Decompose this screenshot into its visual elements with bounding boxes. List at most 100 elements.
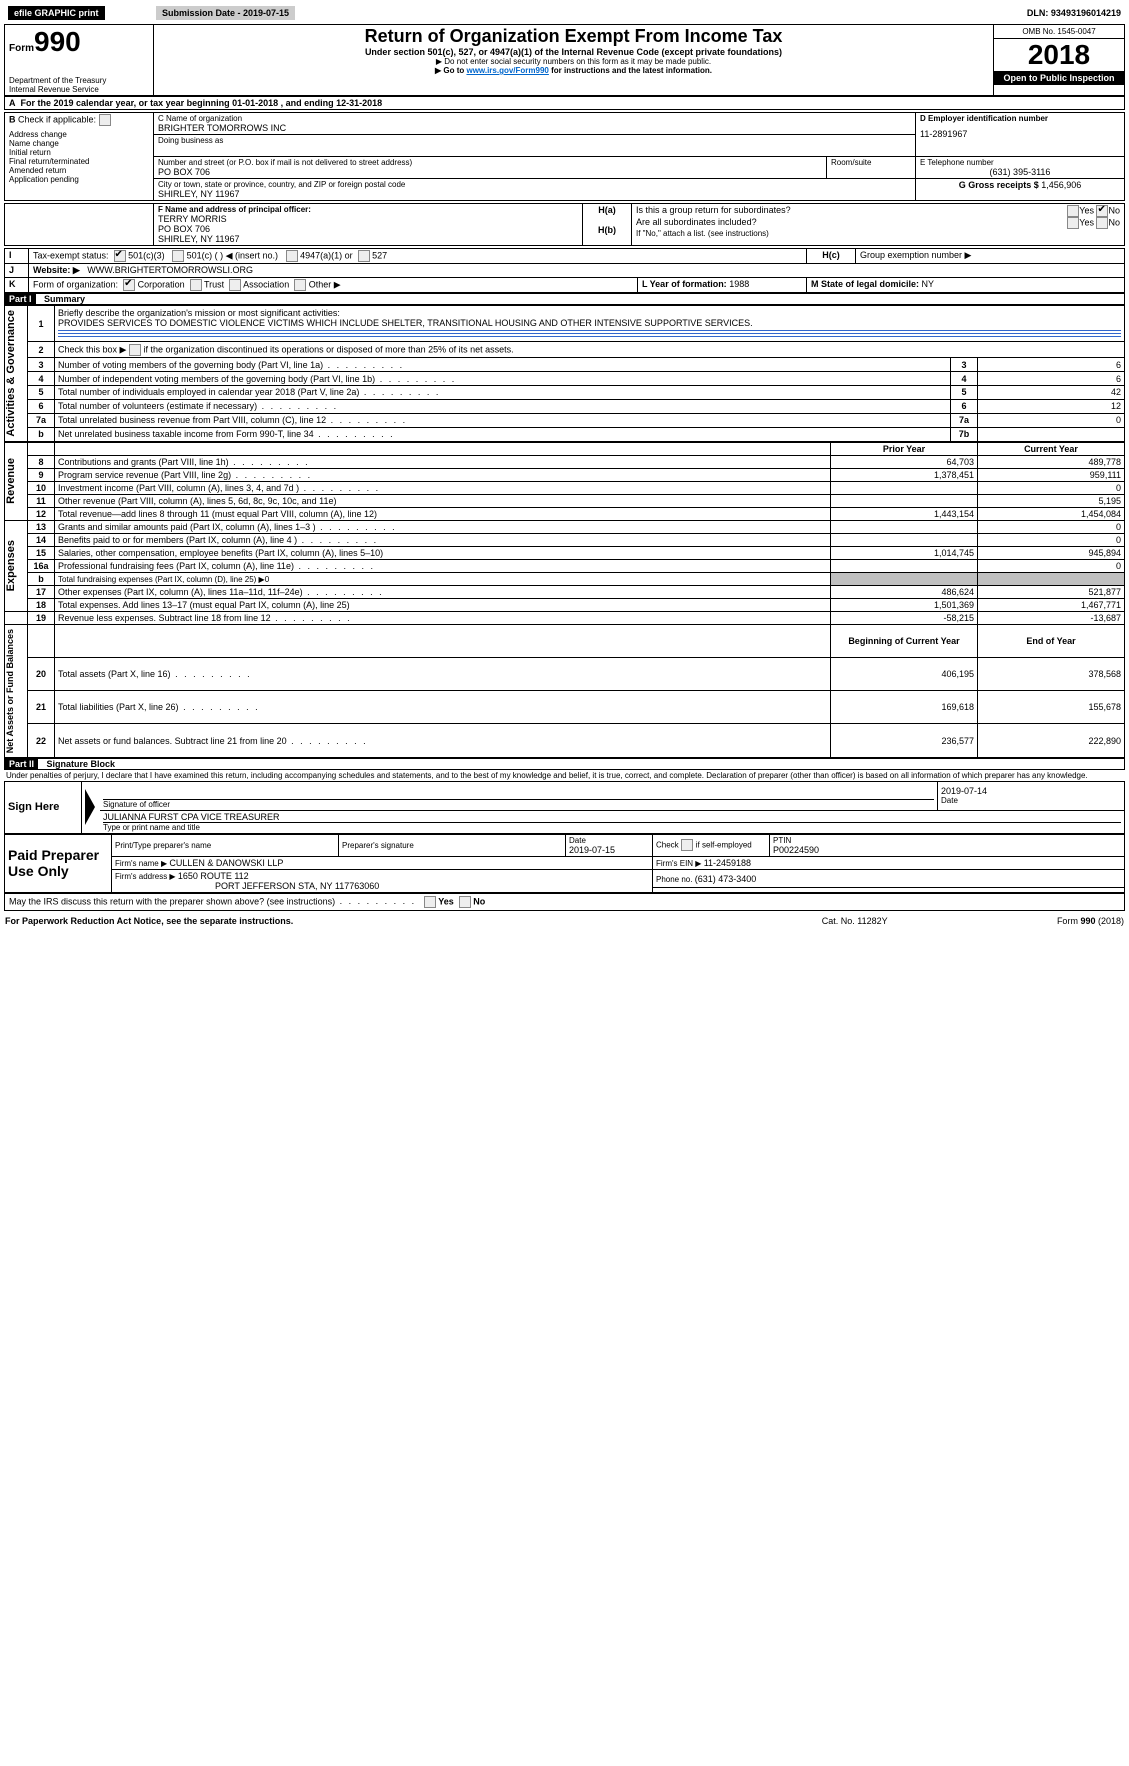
officer-h-block: F Name and address of principal officer:… [4,203,1125,246]
opt-initial-return: Initial return [9,148,149,157]
website-lbl: Website: ▶ [33,265,80,275]
ptin: P00224590 [773,845,1121,855]
firm-phone: (631) 473-3400 [695,874,757,884]
cb-trust[interactable] [190,279,202,291]
open-to-public: Open to Public Inspection [994,71,1124,85]
officer-city: SHIRLEY, NY 11967 [158,234,578,244]
financial-table: Revenue Prior Year Current Year 8Contrib… [4,442,1125,758]
discuss-text: May the IRS discuss this return with the… [9,896,416,906]
dept-treasury: Department of the Treasury [9,76,149,85]
ein: 11-2891967 [920,129,1120,139]
dba-lbl: Doing business as [158,136,911,145]
cb-assoc[interactable] [229,279,241,291]
v7a: 0 [978,413,1125,427]
pra-notice: For Paperwork Reduction Act Notice, see … [4,915,766,927]
room-lbl: Room/suite [831,158,911,167]
cb-501c3[interactable] [114,250,126,262]
org-name: BRIGHTER TOMORROWS INC [158,123,911,133]
ssn-warning: ▶ Do not enter social security numbers o… [158,57,989,66]
sig-date: 2019-07-14 [941,786,1121,796]
efile-badge: efile GRAPHIC print [8,6,105,20]
section-b-label: B [9,114,16,124]
ha-yes[interactable] [1067,205,1079,217]
cb-527[interactable] [358,250,370,262]
irs-label: Internal Revenue Service [9,85,149,94]
entity-block: B Check if applicable: Address change Na… [4,112,1125,201]
side-rev: Revenue [5,454,17,508]
col-boy: Beginning of Current Year [831,624,978,657]
opt-address-change: Address change [9,130,149,139]
part-i-title: Summary [38,294,85,304]
officer-name: TERRY MORRIS [158,214,578,224]
firm-name: CULLEN & DANOWSKI LLP [169,858,283,868]
f-lbl: F Name and address of principal officer: [158,205,578,214]
website: WWW.BRIGHTERTOMORROWSLI.ORG [87,265,253,275]
cb-corp[interactable] [123,279,135,291]
hc-text: Group exemption number ▶ [860,250,971,260]
hb-yes[interactable] [1067,217,1079,229]
c-name-lbl: C Name of organization [158,114,911,123]
g-lbl: G Gross receipts $ [959,180,1042,190]
form-footer: Form 990 (2018) [1057,916,1124,926]
street: PO BOX 706 [158,167,822,177]
form-header: Form990 Department of the Treasury Inter… [4,24,1125,96]
discuss-no[interactable] [459,896,471,908]
cb-501c[interactable] [172,250,184,262]
irs-link[interactable]: www.irs.gov/Form990 [466,66,548,75]
form-number: 990 [34,26,81,57]
discuss-yes[interactable] [424,896,436,908]
col-cy: Current Year [978,442,1125,455]
opt-application-pending: Application pending [9,175,149,184]
city-lbl: City or town, state or province, country… [158,180,911,189]
v5: 42 [978,386,1125,400]
hb-text: Are all subordinates included? [636,217,757,229]
dln: DLN: 93493196014219 [726,4,1125,22]
cb-4947[interactable] [286,250,298,262]
opt-amended-return: Amended return [9,166,149,175]
hb-no[interactable] [1096,217,1108,229]
col-py: Prior Year [831,442,978,455]
opt-name-change: Name change [9,139,149,148]
prep-date: 2019-07-15 [569,845,649,855]
sig-name-lbl: Type or print name and title [103,823,1121,832]
summary-table: Activities & Governance 1 Briefly descri… [4,305,1125,442]
e-lbl: E Telephone number [920,158,1120,167]
side-na: Net Assets or Fund Balances [5,625,15,757]
v6: 12 [978,399,1125,413]
cb-other[interactable] [294,279,306,291]
sig-name: JULIANNA FURST CPA VICE TREASURER [103,812,1121,823]
preparer-table: Paid Preparer Use Only Print/Type prepar… [4,834,1125,893]
cb-self-emp[interactable] [681,839,693,851]
firm-addr1: 1650 ROUTE 112 [178,871,249,881]
ha-no[interactable] [1096,205,1108,217]
v7b [978,427,1125,441]
tax-year: 2018 [994,39,1124,71]
mission: PROVIDES SERVICES TO DOMESTIC VIOLENCE V… [58,318,753,328]
v3: 6 [978,358,1125,372]
status-block: I Tax-exempt status: 501(c)(3) 501(c) ( … [4,248,1125,293]
sign-arrow-icon [85,789,95,825]
opt-final-return: Final return/terminated [9,157,149,166]
submission-date-box: Submission Date - 2019-07-15 [156,6,295,20]
domicile: NY [922,279,935,289]
part-ii-title: Signature Block [41,759,116,769]
omb-number: OMB No. 1545-0047 [994,25,1124,39]
city: SHIRLEY, NY 11967 [158,189,911,199]
perjury-decl: Under penalties of perjury, I declare th… [4,770,1125,781]
col-eoy: End of Year [978,624,1125,657]
form-label: Form [9,43,34,54]
firm-addr2: PORT JEFFERSON STA, NY 117763060 [115,881,379,891]
checkbox-b[interactable] [99,114,111,126]
sign-here-table: Sign Here Signature of officer 2019-07-1… [4,781,1125,834]
sig-officer-lbl: Signature of officer [103,800,934,809]
telephone: (631) 395-3116 [920,167,1120,177]
cb-discontinued[interactable] [129,344,141,356]
line-a: A For the 2019 calendar year, or tax yea… [4,96,1125,110]
ha-text: Is this a group return for subordinates? [636,205,791,217]
top-bar: efile GRAPHIC print Submission Date - 20… [4,4,1125,22]
goto-line: ▶ Go to www.irs.gov/Form990 for instruct… [158,66,989,75]
sig-date-lbl: Date [941,796,1121,805]
sign-here: Sign Here [8,801,59,813]
part-i-hdr: Part I [5,293,36,305]
paid-preparer-hdr: Paid Preparer Use Only [8,847,99,879]
